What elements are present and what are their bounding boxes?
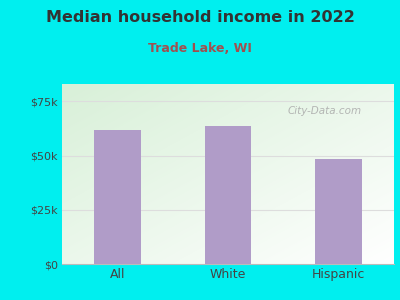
- Text: Trade Lake, WI: Trade Lake, WI: [148, 42, 252, 55]
- Text: Median household income in 2022: Median household income in 2022: [46, 11, 354, 26]
- Bar: [94, 130, 140, 264]
- Bar: [316, 159, 362, 264]
- Bar: [205, 126, 251, 264]
- Text: City-Data.com: City-Data.com: [288, 106, 362, 116]
